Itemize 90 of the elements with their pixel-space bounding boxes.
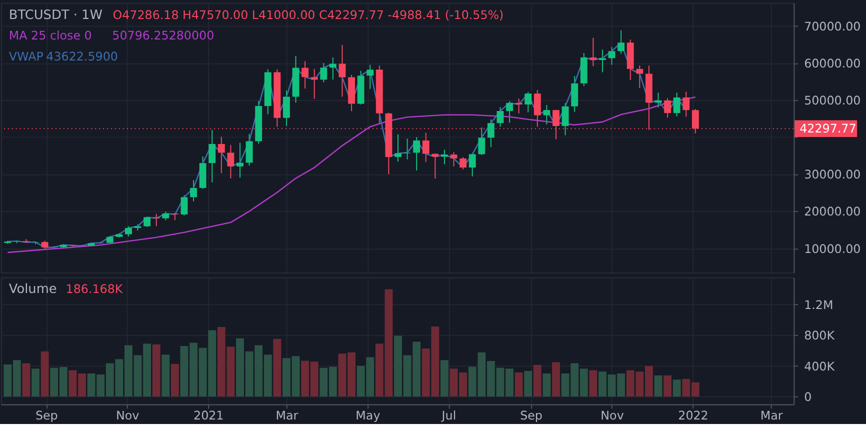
candlestick	[366, 64, 374, 90]
y-tick-label: 0	[804, 390, 812, 404]
text: VWAP	[8, 49, 44, 64]
ref-line-label: 42297.77	[800, 122, 856, 136]
candlestick	[422, 132, 430, 162]
bar	[273, 338, 282, 397]
candlestick	[180, 194, 188, 216]
x-tick-label: Jul	[440, 408, 456, 423]
y-tick-label: 30000.00	[804, 168, 861, 182]
y-tick-label: 800K	[804, 328, 836, 343]
candlestick	[218, 136, 225, 174]
candlestick	[478, 126, 486, 156]
y-tick-label: 50000.00	[804, 94, 861, 108]
candlestick	[599, 49, 606, 73]
line-series	[6, 96, 696, 254]
bar	[654, 375, 662, 397]
bar	[524, 370, 532, 397]
y-tick-label: 20000.00	[804, 204, 861, 219]
x-tick-label: 2022	[678, 408, 708, 423]
candlestick	[487, 118, 494, 148]
x-tick-label: Sep	[520, 408, 542, 423]
candlestick	[636, 65, 644, 89]
bar	[22, 363, 30, 397]
candlestick	[124, 226, 132, 237]
y-tick-label: 400K	[804, 359, 836, 374]
y-tick-label: 1.2M	[804, 298, 834, 312]
y-tick-label: 70000.00	[804, 19, 861, 34]
candlestick	[506, 100, 513, 124]
candlestick	[618, 30, 625, 54]
chart-title: Volume	[8, 282, 57, 298]
candlestick	[320, 62, 328, 83]
candlestick	[208, 129, 216, 183]
annotation: O47286.18 H47570.00 L41000.00 C42297.77 -4988.41 (-10.55%)	[112, 8, 504, 22]
bar	[40, 351, 49, 397]
candlestick	[227, 144, 234, 179]
bar	[672, 380, 681, 397]
candlestick	[302, 60, 309, 90]
candlestick	[496, 106, 504, 128]
x-tick-label: Mar	[760, 408, 783, 423]
candlestick	[524, 91, 532, 113]
candlestick	[515, 98, 522, 114]
bar	[664, 375, 672, 397]
candlestick	[236, 142, 244, 178]
bar	[589, 370, 598, 397]
x-tick-label: Sep	[35, 408, 58, 423]
bar	[514, 372, 523, 397]
candlestick	[468, 153, 476, 177]
candlestick	[152, 213, 160, 227]
candlestick	[440, 149, 448, 165]
bar	[170, 364, 179, 397]
text: MA 25 close 0	[8, 28, 92, 43]
bar	[552, 362, 560, 397]
x-tick-label: Nov	[116, 408, 140, 423]
bar	[162, 354, 170, 397]
candlestick	[682, 91, 690, 118]
y-tick-label: 10000.00	[804, 242, 861, 256]
annotation: 186.168K	[66, 282, 124, 296]
x-tick-label: Nov	[600, 408, 624, 423]
candlestick	[432, 152, 439, 180]
candlestick	[329, 56, 336, 80]
bar	[152, 344, 160, 397]
candlestick	[413, 136, 420, 171]
bar	[533, 364, 542, 397]
x-tick-label: 2021	[194, 408, 224, 423]
candlestick	[543, 104, 550, 126]
candlestick	[190, 180, 197, 202]
candlestick	[310, 68, 318, 100]
candlestick	[664, 98, 671, 118]
x-tick-label: May	[356, 408, 380, 423]
candlestick	[394, 134, 402, 162]
candlestick	[534, 90, 541, 128]
chart-title: BTCUSDT · 1W	[8, 8, 103, 23]
bar	[440, 360, 448, 397]
candlestick	[608, 46, 616, 66]
candlestick	[246, 133, 253, 166]
candlestick	[282, 90, 290, 127]
annotation: 50796.25280000	[112, 28, 214, 43]
y-tick-label: 60000.00	[804, 56, 861, 70]
bar	[542, 373, 551, 397]
candlestick	[450, 152, 458, 167]
candlestick	[590, 37, 597, 67]
candlestick	[571, 75, 578, 112]
candlestick	[562, 102, 569, 136]
candlestick	[460, 156, 467, 170]
x-tick-label: Mar	[276, 408, 298, 423]
candlestick	[338, 44, 346, 98]
annotation: 43622.5900	[46, 49, 118, 64]
candlestick	[404, 138, 411, 160]
bar	[32, 368, 40, 397]
candlestick	[673, 92, 680, 117]
